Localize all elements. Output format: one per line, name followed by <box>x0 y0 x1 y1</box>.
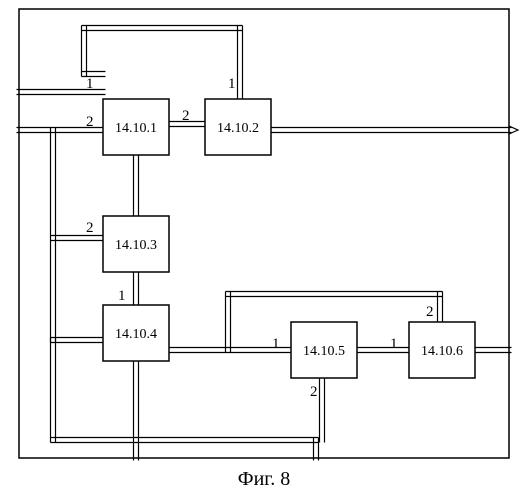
port-label-2: 2 <box>182 108 190 124</box>
block-label-b4: 14.10.4 <box>115 327 157 342</box>
port-label-1: 2 <box>86 114 94 130</box>
port-label-7: 2 <box>310 384 318 400</box>
port-label-5: 1 <box>118 288 126 304</box>
port-label-8: 1 <box>390 336 398 352</box>
block-label-b2: 14.10.2 <box>217 121 259 136</box>
output-arrow-icon <box>509 126 518 134</box>
block-label-b5: 14.10.5 <box>303 344 345 359</box>
port-label-4: 2 <box>86 220 94 236</box>
port-label-0: 1 <box>86 76 94 92</box>
block-label-b1: 14.10.1 <box>115 121 157 136</box>
port-label-3: 1 <box>228 76 236 92</box>
figure-caption: Фиг. 8 <box>238 468 290 490</box>
block-label-b3: 14.10.3 <box>115 238 157 253</box>
port-label-9: 2 <box>426 304 434 320</box>
block-label-b6: 14.10.6 <box>421 344 463 359</box>
port-label-6: 1 <box>272 336 280 352</box>
